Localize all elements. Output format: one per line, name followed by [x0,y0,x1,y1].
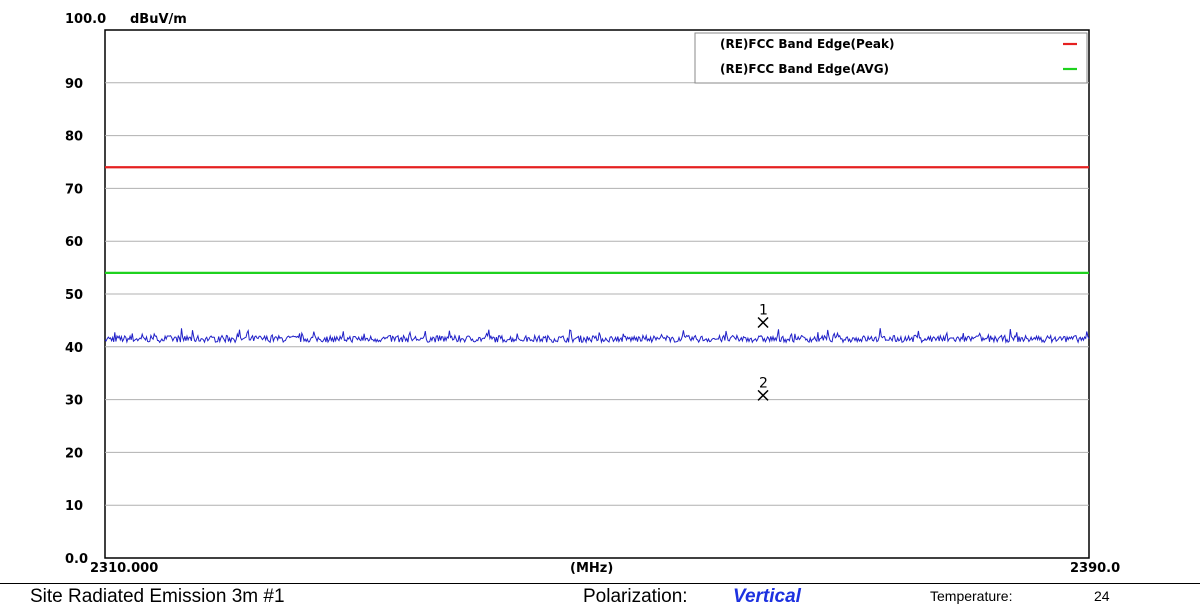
emission-trace [104,328,1090,344]
y-axis-ticks: 0.0 10 20 30 40 50 60 70 80 90 100.0 [65,12,106,567]
marker-label: 1 [759,303,768,319]
legend-entry-label: (RE)FCC Band Edge(Peak) [720,37,894,51]
y-tick-label: 100.0 [65,12,106,27]
x-tick-start: 2310.000 [90,561,158,576]
y-axis-unit: dBuV/m [130,12,187,27]
marker-2: 2 [757,375,769,401]
temperature-label: Temperature: [930,588,1013,604]
legend: (RE)FCC Band Edge(Peak) (RE)FCC Band Edge… [694,32,1088,84]
markers: 12 [757,303,769,401]
x-axis-unit: (MHz) [570,561,613,576]
limit-lines [105,166,1089,274]
marker-1: 1 [757,303,769,329]
site-label: Site Radiated Emission 3m #1 [30,586,285,607]
polarization-label: Polarization: [583,586,688,607]
footer: Site Radiated Emission 3m #1 Polarizatio… [0,583,1200,611]
y-tick-label: 90 [65,77,83,92]
y-tick-label: 40 [65,341,83,356]
legend-entry-label: (RE)FCC Band Edge(AVG) [720,62,889,76]
marker-label: 2 [759,375,768,391]
y-tick-label: 80 [65,130,83,145]
y-tick-label: 70 [65,182,83,197]
y-tick-label: 10 [65,499,83,514]
y-tick-label: 30 [65,394,83,409]
temperature-value: 24 [1094,588,1110,604]
y-tick-label: 20 [65,446,83,461]
y-tick-label: 50 [65,288,83,303]
legend-box [694,32,1088,84]
polarization-value: Vertical [733,586,801,607]
y-tick-label: 0.0 [65,552,88,567]
x-tick-end: 2390.0 [1070,561,1120,576]
y-tick-label: 60 [65,235,83,250]
